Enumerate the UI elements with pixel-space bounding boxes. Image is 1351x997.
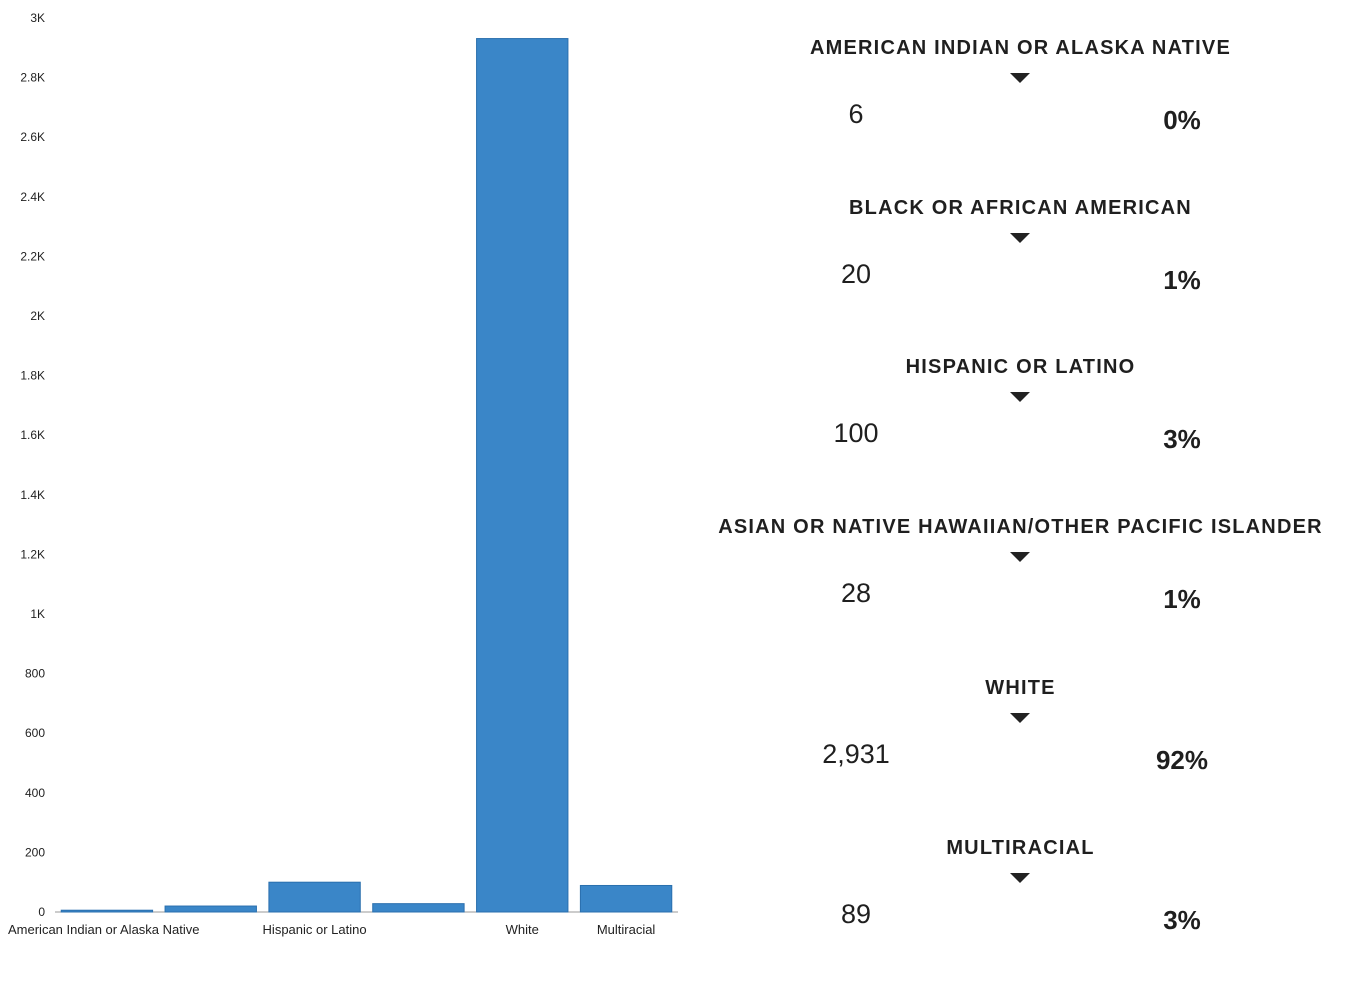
y-tick-label: 1.8K	[20, 369, 45, 383]
y-tick-label: 3K	[30, 11, 45, 25]
bar	[579, 884, 673, 913]
stat-label: BLACK OR AFRICAN AMERICAN	[849, 197, 1192, 219]
bar-series	[60, 38, 673, 913]
bar	[372, 903, 465, 913]
caret-down-icon	[1010, 713, 1030, 723]
caret-down-icon	[1010, 392, 1030, 402]
y-tick-label: 1.6K	[20, 428, 45, 442]
stat-count: 2,931	[822, 739, 890, 769]
stat-count: 89	[840, 899, 872, 929]
bar	[60, 909, 154, 913]
y-tick-label: 200	[25, 845, 45, 859]
x-tick-label: Multiracial	[597, 922, 656, 937]
stat-label: WHITE	[985, 677, 1056, 699]
bar-chart: 0 200 400 600 800 1K 1.2K 1.4K 1.6K 1.8K 2K 2.2K 2.4…	[8, 11, 678, 937]
stat-label: AMERICAN INDIAN OR ALASKA NATIVE	[810, 37, 1231, 59]
y-tick-label: 800	[25, 667, 45, 681]
stat-asian-or-pacific-islander: ASIAN OR NATIVE HAWAIIAN/OTHER PACIFIC I…	[690, 516, 1351, 676]
caret-down-icon	[1010, 73, 1030, 83]
stat-black-or-african-american: BLACK OR AFRICAN AMERICAN 20 1%	[690, 197, 1351, 357]
stat-percent: 92%	[1155, 745, 1209, 775]
bar	[164, 905, 257, 913]
stat-count: 20	[840, 259, 872, 289]
caret-down-icon	[1010, 233, 1030, 243]
y-tick-label: 2.8K	[20, 71, 45, 85]
stat-american-indian-or-alaska-native: AMERICAN INDIAN OR ALASKA NATIVE 6 0%	[690, 37, 1351, 197]
stat-percent: 3%	[1163, 424, 1201, 454]
bar	[268, 881, 361, 913]
y-tick-label: 2.4K	[20, 190, 45, 204]
y-axis: 0 200 400 600 800 1K 1.2K 1.4K 1.6K 1.8K 2K 2.2K 2.4…	[20, 11, 45, 919]
y-tick-label: 0	[38, 905, 45, 919]
stat-percent: 1%	[1163, 584, 1201, 614]
y-tick-label: 400	[25, 786, 45, 800]
caret-down-icon	[1010, 873, 1030, 883]
caret-down-icon	[1010, 552, 1030, 562]
y-tick-label: 2K	[30, 309, 45, 323]
stat-count: 6	[848, 99, 864, 129]
stat-percent: 1%	[1163, 265, 1201, 295]
y-tick-label: 1.2K	[20, 547, 45, 561]
stat-multiracial: MULTIRACIAL 89 3%	[690, 837, 1351, 997]
stat-percent: 3%	[1163, 905, 1201, 935]
x-axis: American Indian or Alaska Native Hispanic…	[8, 922, 655, 937]
stat-white: WHITE 2,931 92%	[690, 677, 1351, 837]
stat-label: ASIAN OR NATIVE HAWAIIAN/OTHER PACIFIC I…	[718, 516, 1323, 538]
y-tick-label: 2.6K	[20, 130, 45, 144]
stat-hispanic-or-latino: HISPANIC OR LATINO 100 3%	[690, 356, 1351, 516]
stat-percent: 0%	[1163, 105, 1201, 135]
stat-label: MULTIRACIAL	[946, 837, 1095, 859]
x-tick-label: Hispanic or Latino	[263, 922, 367, 937]
x-tick-label: American Indian or Alaska Native	[8, 922, 199, 937]
stat-label: HISPANIC OR LATINO	[905, 356, 1136, 378]
stat-count: 100	[833, 418, 879, 448]
x-tick-label: White	[506, 922, 539, 937]
y-tick-label: 1.4K	[20, 488, 45, 502]
stat-count: 28	[840, 578, 872, 608]
stats-panel: AMERICAN INDIAN OR ALASKA NATIVE 6 0% BL…	[690, 0, 1351, 944]
y-tick-label: 2.2K	[20, 249, 45, 263]
y-tick-label: 1K	[30, 607, 45, 621]
bar	[476, 38, 569, 913]
y-tick-label: 600	[25, 726, 45, 740]
